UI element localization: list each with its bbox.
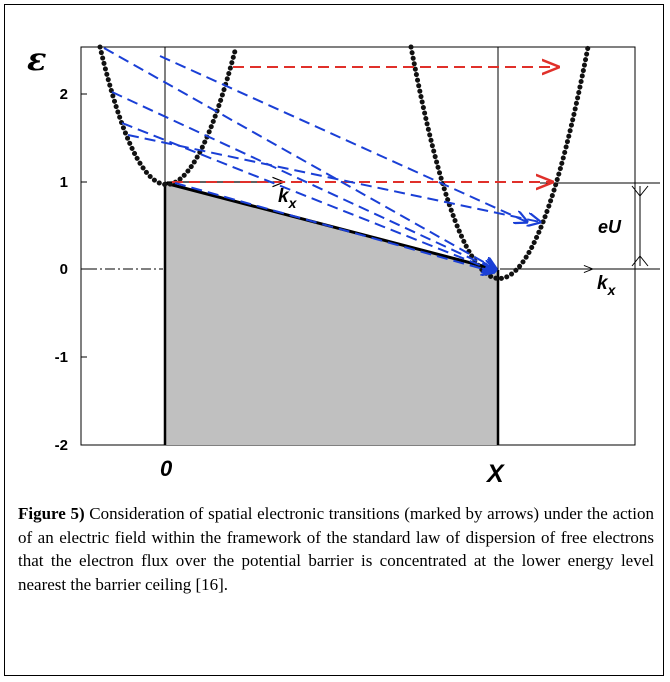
caption-text: Consideration of spatial electronic tran… [18,504,655,594]
kx-label-bottom: kx [597,273,617,298]
y-tick-marks [81,93,87,446]
caption-label: Figure 5) [18,504,85,523]
figure-frame [4,4,664,676]
x-label-origin: 0 [160,456,173,481]
y-axis-symbol: ε [27,40,46,78]
y-tick-label: 0 [60,261,68,278]
blue-transitions [103,47,540,272]
y-tick-label: -2 [55,437,68,454]
y-tick-label: -1 [55,349,68,366]
red-transitions [172,67,558,182]
y-tick-label: 1 [60,174,68,191]
x-label-end: X [485,460,505,488]
eu-label: eU [598,217,622,237]
eu-bracket [540,182,660,270]
y-tick-label: 2 [60,86,68,103]
kx-label-top: kx [278,186,298,211]
figure-diagram: ε 2 1 0 -1 -2 0 X kx kx eU [27,40,660,488]
figure-caption: Figure 5) Consideration of spatial elect… [18,502,654,596]
